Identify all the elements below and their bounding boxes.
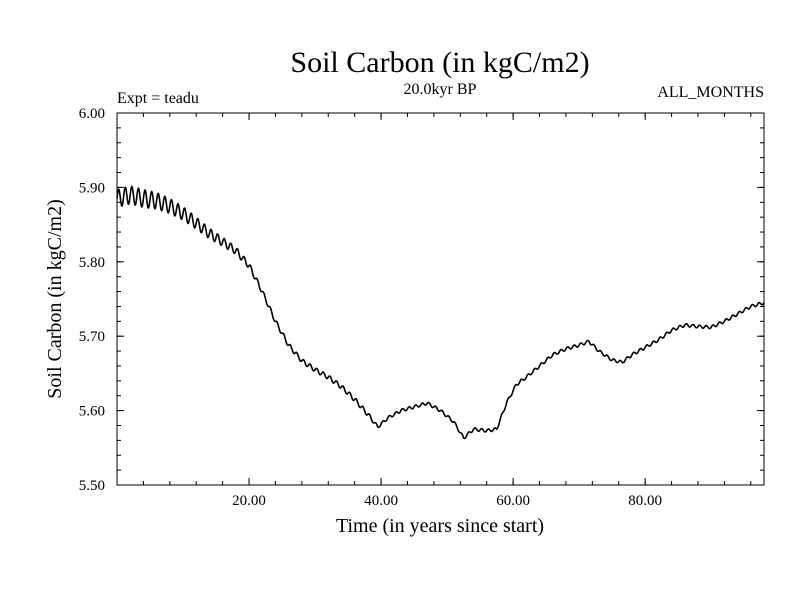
plot-frame [116, 112, 765, 486]
months-label: ALL_MONTHS [657, 84, 764, 101]
x-tick-label: 20.00 [232, 493, 266, 509]
experiment-label: Expt = teadu [117, 90, 199, 107]
y-tick-label: 6.00 [79, 106, 105, 122]
x-tick-label: 80.00 [628, 493, 662, 509]
y-tick-label: 5.70 [79, 329, 105, 345]
x-tick-label: 60.00 [496, 493, 530, 509]
y-tick-label: 5.80 [79, 255, 105, 271]
y-axis-label: Soil Carbon (in kgC/m2) [44, 199, 66, 398]
y-tick-label: 5.50 [79, 478, 105, 494]
chart-subtitle: 20.0kyr BP [404, 81, 477, 98]
y-tick-label: 5.90 [79, 180, 105, 196]
soil-carbon-series-line [116, 185, 765, 440]
chart-title: Soil Carbon (in kgC/m2) [290, 46, 589, 79]
axis-tick-labels: 5.50 5.60 5.70 5.80 5.90 6.00 20.00 40.00 60.00 8… [79, 106, 662, 509]
axis-ticks [117, 112, 764, 486]
x-axis-label: Time (in years since start) [336, 515, 544, 537]
x-tick-label: 40.00 [364, 493, 398, 509]
y-tick-label: 5.60 [79, 404, 105, 420]
